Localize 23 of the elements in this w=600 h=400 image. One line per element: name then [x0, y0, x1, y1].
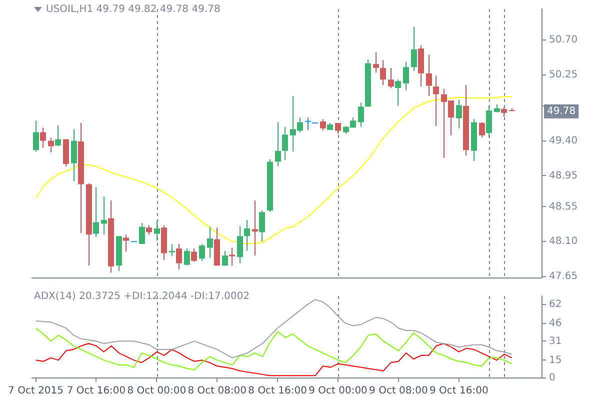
x-tick-label: 7 Oct 16:00 [66, 386, 126, 397]
x-tick-label: 9 Oct 08:00 [369, 386, 428, 397]
y-tick-label: 50.70 [549, 34, 578, 46]
y-tick-label: 15 [549, 354, 562, 366]
y-tick-label: 50.25 [549, 69, 578, 80]
x-tick-label: 9 Oct 00:00 [308, 386, 368, 397]
x-tick-label: 8 Oct 00:00 [127, 386, 186, 397]
y-tick-label: 47.65 [549, 271, 578, 282]
y-tick-label: 31 [549, 336, 562, 347]
y-tick-label: 48.10 [549, 236, 578, 248]
x-tick-label: 9 Oct 16:00 [429, 386, 488, 397]
y-tick-label: 46 [549, 318, 562, 329]
y-tick-label: 49.40 [549, 135, 578, 146]
chart-title: USOIL,H1 49.79 49.82 49.78 49.78 [46, 4, 220, 15]
x-tick-label: 8 Oct 16:00 [248, 386, 307, 397]
x-tick-label: 7 Oct 2015 [8, 386, 64, 397]
x-tick-label: 8 Oct 08:00 [188, 386, 247, 397]
y-tick-label: 48.55 [549, 201, 578, 212]
y-tick-label: 48.95 [549, 170, 578, 182]
annotation: 49.78 [547, 106, 576, 117]
chart-title: ADX(14) 20.3725 +DI:12.2044 -DI:17.0002 [34, 291, 250, 302]
y-tick-label: 62 [549, 298, 562, 310]
y-tick-label: 0 [549, 372, 556, 384]
